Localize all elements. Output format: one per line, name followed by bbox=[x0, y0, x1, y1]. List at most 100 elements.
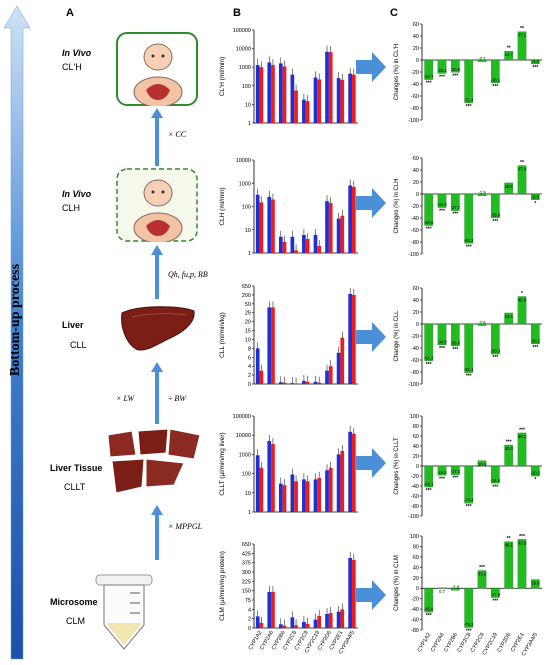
panel-c-chart-cl-l: -100 -80 -60 -40 -20 0 20 40 60 Change (%) in CLL… bbox=[394, 286, 542, 388]
bar bbox=[336, 352, 341, 384]
bar bbox=[348, 73, 352, 123]
bar bbox=[255, 348, 260, 384]
bar bbox=[351, 294, 356, 384]
bar bbox=[328, 366, 333, 384]
y-tick-label: 300 bbox=[242, 570, 251, 576]
y-tick-label: -60 bbox=[411, 618, 419, 624]
y-tick-label: -80 bbox=[411, 628, 419, 634]
change-bar bbox=[437, 323, 447, 346]
significance-stars: *** bbox=[439, 476, 445, 482]
operator-qh: Qh, fu,p, RB bbox=[168, 270, 208, 279]
y-tick-label: 80 bbox=[413, 424, 419, 430]
data-label: -82.3 bbox=[464, 238, 474, 243]
change-bar bbox=[477, 323, 487, 326]
change-bar bbox=[491, 588, 500, 598]
change-bar bbox=[464, 323, 473, 373]
stage-liver-title: Liver bbox=[62, 320, 84, 330]
bar bbox=[317, 615, 322, 628]
change-bar bbox=[531, 579, 540, 589]
bar bbox=[317, 382, 322, 384]
bar bbox=[290, 474, 295, 512]
change-bar bbox=[504, 51, 513, 61]
significance-stars: *** bbox=[479, 565, 485, 571]
bar bbox=[348, 431, 352, 512]
y-tick-label: 1000 bbox=[239, 65, 251, 71]
data-label: -39.8 bbox=[491, 212, 501, 217]
y-tick-label: -60 bbox=[411, 358, 419, 364]
data-label: 0.7 bbox=[439, 589, 445, 594]
y-tick-label: -80 bbox=[411, 504, 419, 510]
y-tick-label: 20 bbox=[413, 576, 419, 582]
arrow-to-c-4 bbox=[356, 580, 386, 610]
y-axis-label: Changes (%) in CLH bbox=[394, 178, 400, 233]
bar bbox=[282, 382, 287, 384]
data-label: 10.4 bbox=[478, 462, 487, 467]
bar bbox=[340, 337, 345, 384]
y-tick-label: 40 bbox=[413, 34, 419, 40]
change-bar bbox=[424, 588, 433, 613]
operator-mppgl: × MPPGL bbox=[168, 522, 203, 531]
data-label: -74.4 bbox=[464, 498, 474, 503]
y-tick-label: -80 bbox=[411, 106, 419, 112]
data-label: -38.1 bbox=[491, 77, 501, 82]
significance-stars: *** bbox=[492, 484, 498, 490]
y-tick-label: 650 bbox=[242, 542, 251, 548]
bar bbox=[305, 239, 310, 253]
change-bar bbox=[424, 323, 433, 361]
y-tick-label: -20 bbox=[411, 204, 419, 210]
panel-c-letter: C bbox=[390, 7, 398, 19]
data-label: -61.3 bbox=[424, 355, 434, 360]
change-bar bbox=[424, 59, 433, 80]
y-tick-label: 80 bbox=[413, 544, 419, 550]
data-label: -18.6 bbox=[437, 470, 447, 475]
significance-stars: *** bbox=[439, 209, 445, 215]
y-tick-label: -20 bbox=[411, 597, 419, 603]
bar bbox=[290, 236, 295, 253]
significance-stars: *** bbox=[466, 504, 472, 510]
bar bbox=[351, 186, 356, 253]
y-tick-label: 225 bbox=[242, 579, 251, 585]
significance-stars: *** bbox=[506, 440, 512, 446]
significance-stars: *** bbox=[452, 347, 458, 353]
significance-stars: *** bbox=[492, 219, 498, 225]
y-axis-label: Changes (%) in CLM bbox=[394, 555, 400, 611]
change-bar bbox=[531, 465, 540, 477]
bar bbox=[271, 199, 275, 253]
y-tick-label: 2 bbox=[248, 617, 251, 623]
y-tick-label: 60 bbox=[413, 22, 419, 28]
bar bbox=[259, 202, 264, 253]
data-label: 42.0 bbox=[505, 446, 514, 451]
y-tick-label: -80 bbox=[411, 240, 419, 246]
y-tick-label: 0 bbox=[248, 382, 251, 388]
bar bbox=[267, 196, 272, 253]
data-label: -71.4 bbox=[464, 97, 474, 102]
data-label: -81.1 bbox=[464, 367, 474, 372]
bar bbox=[290, 383, 295, 384]
y-tick-label: 40 bbox=[413, 298, 419, 304]
data-label: -42.1 bbox=[424, 482, 434, 487]
bar bbox=[302, 479, 306, 512]
bar bbox=[313, 381, 318, 384]
data-label: 18.4 bbox=[505, 314, 514, 319]
arrow-lw bbox=[151, 362, 163, 424]
y-tick-label: 200 bbox=[242, 293, 251, 299]
y-tick-label: 75 bbox=[245, 598, 251, 604]
change-bar bbox=[531, 193, 540, 200]
data-label: -17.3 bbox=[451, 469, 461, 474]
y-tick-label: 0 bbox=[416, 464, 419, 470]
bar bbox=[325, 51, 329, 123]
y-tick-label: -40 bbox=[411, 346, 419, 352]
stage-in-vivo-cl-h-title: In Vivo bbox=[62, 189, 92, 199]
y-tick-label: 4 bbox=[248, 364, 251, 370]
bar bbox=[325, 470, 329, 512]
y-tick-label: 0 bbox=[248, 626, 251, 632]
y-tick-label: 425 bbox=[242, 551, 251, 557]
bar bbox=[348, 185, 352, 253]
bar bbox=[305, 101, 310, 123]
y-tick-label: 20 bbox=[413, 46, 419, 52]
significance-stars: *** bbox=[426, 362, 432, 368]
y-tick-label: -100 bbox=[408, 252, 419, 258]
bar bbox=[328, 467, 333, 512]
data-label: 89.1 bbox=[505, 543, 514, 548]
data-label: -20.5 bbox=[451, 67, 461, 72]
